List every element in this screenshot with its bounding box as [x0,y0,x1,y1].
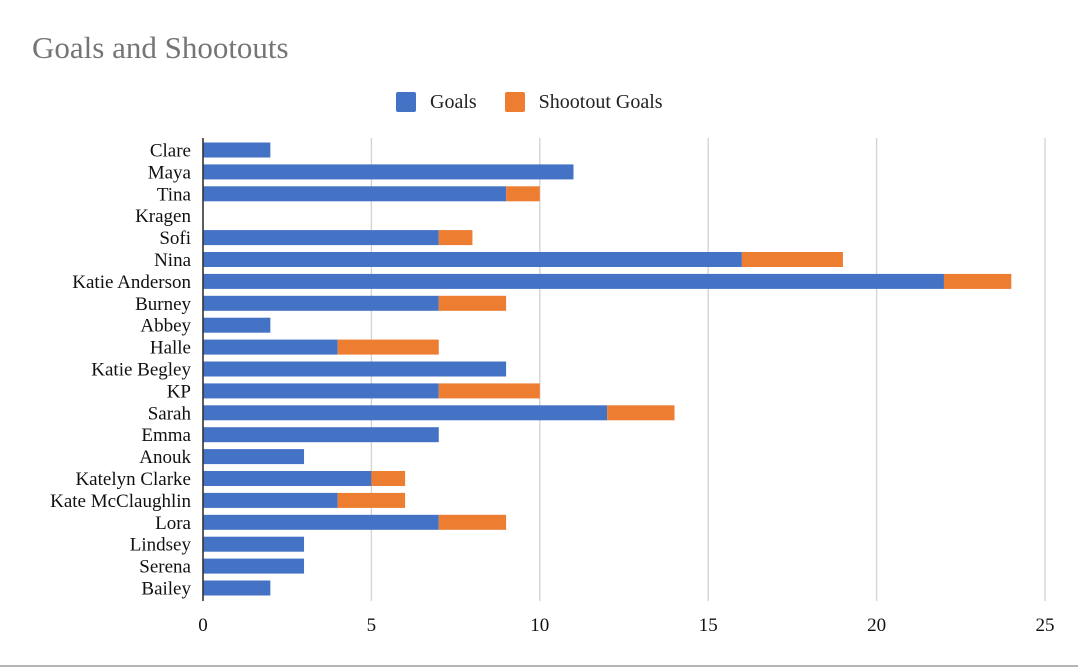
bar-goals-abbey [203,317,271,333]
y-tick-label-emma: Emma [141,425,191,446]
y-tick-label-lora: Lora [155,513,191,534]
y-tick-label-kate-mcclaughlin: Kate McClaughlin [50,491,191,512]
bar-goals-anouk [203,449,305,465]
bar-goals-halle [203,339,338,355]
bar-goals-bailey [203,580,271,596]
y-tick-label-tina: Tina [157,184,192,205]
legend-swatch-shootout-goals [504,92,525,112]
x-tick-label-5: 5 [367,615,377,636]
bar-goals-burney [203,295,439,311]
y-tick-label-kragen: Kragen [135,206,191,227]
legend-label-goals: Goals [430,90,477,113]
y-tick-label-sarah: Sarah [148,403,192,424]
y-tick-label-lindsey: Lindsey [130,535,192,556]
y-tick-label-maya: Maya [148,162,192,183]
bar-goals-katie-begley [203,361,507,377]
y-tick-label-katie-begley: Katie Begley [91,360,191,381]
x-tick-label-15: 15 [699,615,718,636]
y-tick-label-clare: Clare [150,141,191,162]
bar-shootout-goals-burney [438,295,507,311]
x-tick-label-0: 0 [198,615,208,636]
bar-goals-katelyn-clarke [203,471,372,486]
bar-shootout-goals-sarah [607,405,675,421]
legend-swatch-goals [396,92,416,112]
bottom-divider [0,665,1078,667]
bar-goals-lindsey [203,536,305,552]
y-tick-label-halle: Halle [150,338,191,359]
bar-shootout-goals-sofi [438,230,473,246]
bar-goals-serena [203,558,305,574]
bar-goals-kate-mcclaughlin [203,492,338,508]
x-tick-label-25: 25 [1036,615,1055,636]
bar-shootout-goals-halle [337,339,439,355]
y-tick-label-bailey: Bailey [141,579,191,600]
bar-shootout-goals-katelyn-clarke [371,471,406,486]
bar-shootout-goals-katie-anderson [943,273,1012,289]
legend-item-goals: Goals [396,91,477,114]
y-tick-label-sofi: Sofi [159,228,191,249]
y-tick-label-kp: KP [167,381,191,402]
bar-shootout-goals-kp [438,383,540,399]
bar-shootout-goals-kate-mcclaughlin [337,492,406,508]
bar-shootout-goals-nina [741,252,843,267]
bar-goals-katie-anderson [203,273,944,289]
bar-shootout-goals-tina [506,186,540,202]
bar-goals-nina [203,252,742,267]
bar-goals-sofi [203,230,439,246]
bar-goals-kp [203,383,439,399]
bar-goals-maya [203,164,574,180]
bar-goals-clare [203,142,271,158]
y-tick-label-nina: Nina [154,250,192,271]
bar-shootout-goals-lora [438,514,507,530]
y-tick-label-katie-anderson: Katie Anderson [72,272,191,293]
legend-item-shootout-goals: Shootout Goals [504,90,663,114]
bar-goals-tina [203,186,507,202]
bar-goals-emma [203,427,439,443]
y-tick-label-anouk: Anouk [139,447,191,468]
x-tick-label-10: 10 [530,615,549,636]
legend-label-shootout-goals: Shootout Goals [538,90,663,113]
chart-legend: Goals Shootout Goals [396,89,691,115]
y-tick-label-abbey: Abbey [140,316,191,337]
y-tick-label-katelyn-clarke: Katelyn Clarke [75,469,191,490]
chart-title: Goals and Shootouts [32,30,289,65]
bar-goals-sarah [203,405,608,421]
y-tick-label-burney: Burney [135,294,191,315]
bar-goals-lora [203,514,439,530]
y-tick-label-serena: Serena [139,557,191,578]
x-tick-label-20: 20 [867,615,886,636]
